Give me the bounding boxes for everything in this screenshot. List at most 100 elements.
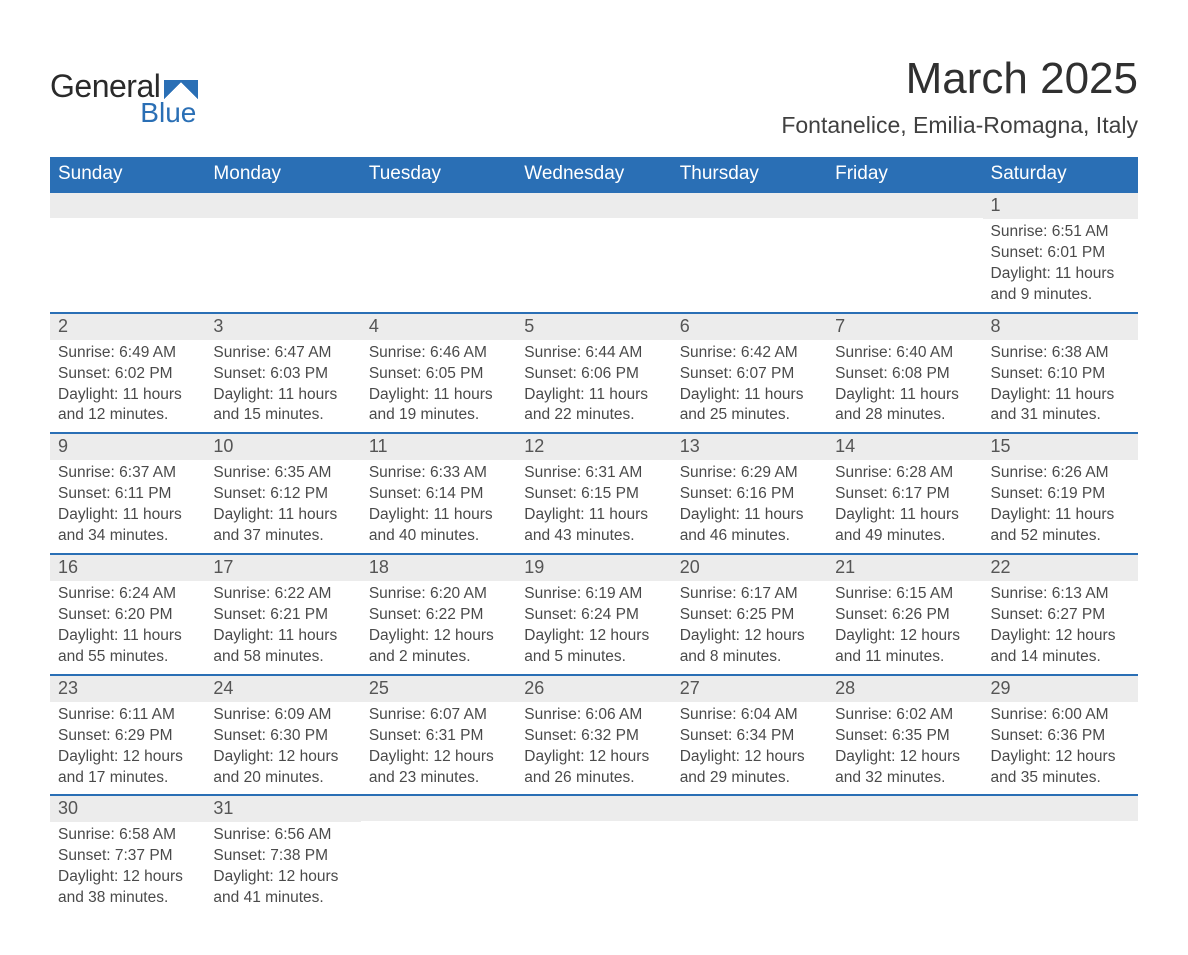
day-details: Sunrise: 6:00 AMSunset: 6:36 PMDaylight:… [983, 702, 1138, 795]
daylight-line: Daylight: 11 hours and 55 minutes. [58, 626, 197, 668]
daylight-line: Daylight: 11 hours and 12 minutes. [58, 385, 197, 427]
daylight-line: Daylight: 12 hours and 26 minutes. [524, 747, 663, 789]
sunrise-line: Sunrise: 6:49 AM [58, 343, 197, 364]
day-details: Sunrise: 6:09 AMSunset: 6:30 PMDaylight:… [205, 702, 360, 795]
calendar-cell: 5Sunrise: 6:44 AMSunset: 6:06 PMDaylight… [516, 313, 671, 434]
empty-day-body [361, 218, 516, 292]
day-details: Sunrise: 6:58 AMSunset: 7:37 PMDaylight:… [50, 822, 205, 915]
day-number: 31 [205, 796, 360, 822]
day-number [361, 796, 516, 821]
sunset-line: Sunset: 6:32 PM [524, 726, 663, 747]
sunset-line: Sunset: 6:06 PM [524, 364, 663, 385]
calendar-row: 30Sunrise: 6:58 AMSunset: 7:37 PMDayligh… [50, 795, 1138, 915]
daylight-line: Daylight: 11 hours and 34 minutes. [58, 505, 197, 547]
calendar-cell: 27Sunrise: 6:04 AMSunset: 6:34 PMDayligh… [672, 675, 827, 796]
sunset-line: Sunset: 6:15 PM [524, 484, 663, 505]
calendar-cell: 11Sunrise: 6:33 AMSunset: 6:14 PMDayligh… [361, 433, 516, 554]
sunrise-line: Sunrise: 6:17 AM [680, 584, 819, 605]
calendar-cell: 13Sunrise: 6:29 AMSunset: 6:16 PMDayligh… [672, 433, 827, 554]
day-number: 16 [50, 555, 205, 581]
calendar-row: 16Sunrise: 6:24 AMSunset: 6:20 PMDayligh… [50, 554, 1138, 675]
calendar-cell: 17Sunrise: 6:22 AMSunset: 6:21 PMDayligh… [205, 554, 360, 675]
day-details: Sunrise: 6:49 AMSunset: 6:02 PMDaylight:… [50, 340, 205, 433]
sunset-line: Sunset: 6:27 PM [991, 605, 1130, 626]
day-details: Sunrise: 6:40 AMSunset: 6:08 PMDaylight:… [827, 340, 982, 433]
calendar-cell: 26Sunrise: 6:06 AMSunset: 6:32 PMDayligh… [516, 675, 671, 796]
day-number [516, 796, 671, 821]
day-number [516, 193, 671, 218]
day-number: 27 [672, 676, 827, 702]
day-details: Sunrise: 6:06 AMSunset: 6:32 PMDaylight:… [516, 702, 671, 795]
sunset-line: Sunset: 6:10 PM [991, 364, 1130, 385]
calendar-cell [516, 192, 671, 313]
sunrise-line: Sunrise: 6:40 AM [835, 343, 974, 364]
day-details: Sunrise: 6:46 AMSunset: 6:05 PMDaylight:… [361, 340, 516, 433]
sunset-line: Sunset: 7:38 PM [213, 846, 352, 867]
daylight-line: Daylight: 11 hours and 58 minutes. [213, 626, 352, 668]
sunrise-line: Sunrise: 6:37 AM [58, 463, 197, 484]
day-details: Sunrise: 6:35 AMSunset: 6:12 PMDaylight:… [205, 460, 360, 553]
empty-day-body [672, 218, 827, 292]
calendar-cell [672, 192, 827, 313]
day-number: 10 [205, 434, 360, 460]
sunrise-line: Sunrise: 6:28 AM [835, 463, 974, 484]
sunrise-line: Sunrise: 6:06 AM [524, 705, 663, 726]
calendar-cell: 7Sunrise: 6:40 AMSunset: 6:08 PMDaylight… [827, 313, 982, 434]
day-number: 2 [50, 314, 205, 340]
sunset-line: Sunset: 6:30 PM [213, 726, 352, 747]
sunrise-line: Sunrise: 6:38 AM [991, 343, 1130, 364]
daylight-line: Daylight: 11 hours and 37 minutes. [213, 505, 352, 547]
sunrise-line: Sunrise: 6:22 AM [213, 584, 352, 605]
day-number: 9 [50, 434, 205, 460]
calendar-cell: 3Sunrise: 6:47 AMSunset: 6:03 PMDaylight… [205, 313, 360, 434]
logo: General Blue [50, 40, 198, 129]
calendar-cell: 29Sunrise: 6:00 AMSunset: 6:36 PMDayligh… [983, 675, 1138, 796]
logo-text-blue: Blue [58, 97, 198, 129]
calendar-cell: 19Sunrise: 6:19 AMSunset: 6:24 PMDayligh… [516, 554, 671, 675]
daylight-line: Daylight: 12 hours and 29 minutes. [680, 747, 819, 789]
sunset-line: Sunset: 6:11 PM [58, 484, 197, 505]
day-number: 30 [50, 796, 205, 822]
calendar-table: SundayMondayTuesdayWednesdayThursdayFrid… [50, 157, 1138, 915]
calendar-cell [672, 795, 827, 915]
sunrise-line: Sunrise: 6:42 AM [680, 343, 819, 364]
daylight-line: Daylight: 11 hours and 25 minutes. [680, 385, 819, 427]
sunrise-line: Sunrise: 6:51 AM [991, 222, 1130, 243]
sunrise-line: Sunrise: 6:44 AM [524, 343, 663, 364]
calendar-cell: 6Sunrise: 6:42 AMSunset: 6:07 PMDaylight… [672, 313, 827, 434]
day-number: 5 [516, 314, 671, 340]
sunrise-line: Sunrise: 6:15 AM [835, 584, 974, 605]
day-number [672, 796, 827, 821]
daylight-line: Daylight: 12 hours and 23 minutes. [369, 747, 508, 789]
sunset-line: Sunset: 6:07 PM [680, 364, 819, 385]
empty-day-body [516, 218, 671, 292]
daylight-line: Daylight: 11 hours and 15 minutes. [213, 385, 352, 427]
sunset-line: Sunset: 6:34 PM [680, 726, 819, 747]
day-number: 21 [827, 555, 982, 581]
sunset-line: Sunset: 6:17 PM [835, 484, 974, 505]
day-number: 14 [827, 434, 982, 460]
weekday-header: Thursday [672, 157, 827, 192]
sunset-line: Sunset: 6:29 PM [58, 726, 197, 747]
sunset-line: Sunset: 6:08 PM [835, 364, 974, 385]
day-number: 20 [672, 555, 827, 581]
day-details: Sunrise: 6:28 AMSunset: 6:17 PMDaylight:… [827, 460, 982, 553]
day-details: Sunrise: 6:37 AMSunset: 6:11 PMDaylight:… [50, 460, 205, 553]
sunset-line: Sunset: 6:36 PM [991, 726, 1130, 747]
daylight-line: Daylight: 11 hours and 43 minutes. [524, 505, 663, 547]
day-number: 26 [516, 676, 671, 702]
location-subtitle: Fontanelice, Emilia-Romagna, Italy [781, 112, 1138, 139]
day-number: 22 [983, 555, 1138, 581]
calendar-row: 2Sunrise: 6:49 AMSunset: 6:02 PMDaylight… [50, 313, 1138, 434]
sunrise-line: Sunrise: 6:47 AM [213, 343, 352, 364]
day-number: 12 [516, 434, 671, 460]
day-number: 4 [361, 314, 516, 340]
day-number: 28 [827, 676, 982, 702]
sunrise-line: Sunrise: 6:11 AM [58, 705, 197, 726]
calendar-cell: 8Sunrise: 6:38 AMSunset: 6:10 PMDaylight… [983, 313, 1138, 434]
sunset-line: Sunset: 6:12 PM [213, 484, 352, 505]
calendar-cell: 9Sunrise: 6:37 AMSunset: 6:11 PMDaylight… [50, 433, 205, 554]
daylight-line: Daylight: 11 hours and 46 minutes. [680, 505, 819, 547]
day-number: 17 [205, 555, 360, 581]
calendar-row: 23Sunrise: 6:11 AMSunset: 6:29 PMDayligh… [50, 675, 1138, 796]
